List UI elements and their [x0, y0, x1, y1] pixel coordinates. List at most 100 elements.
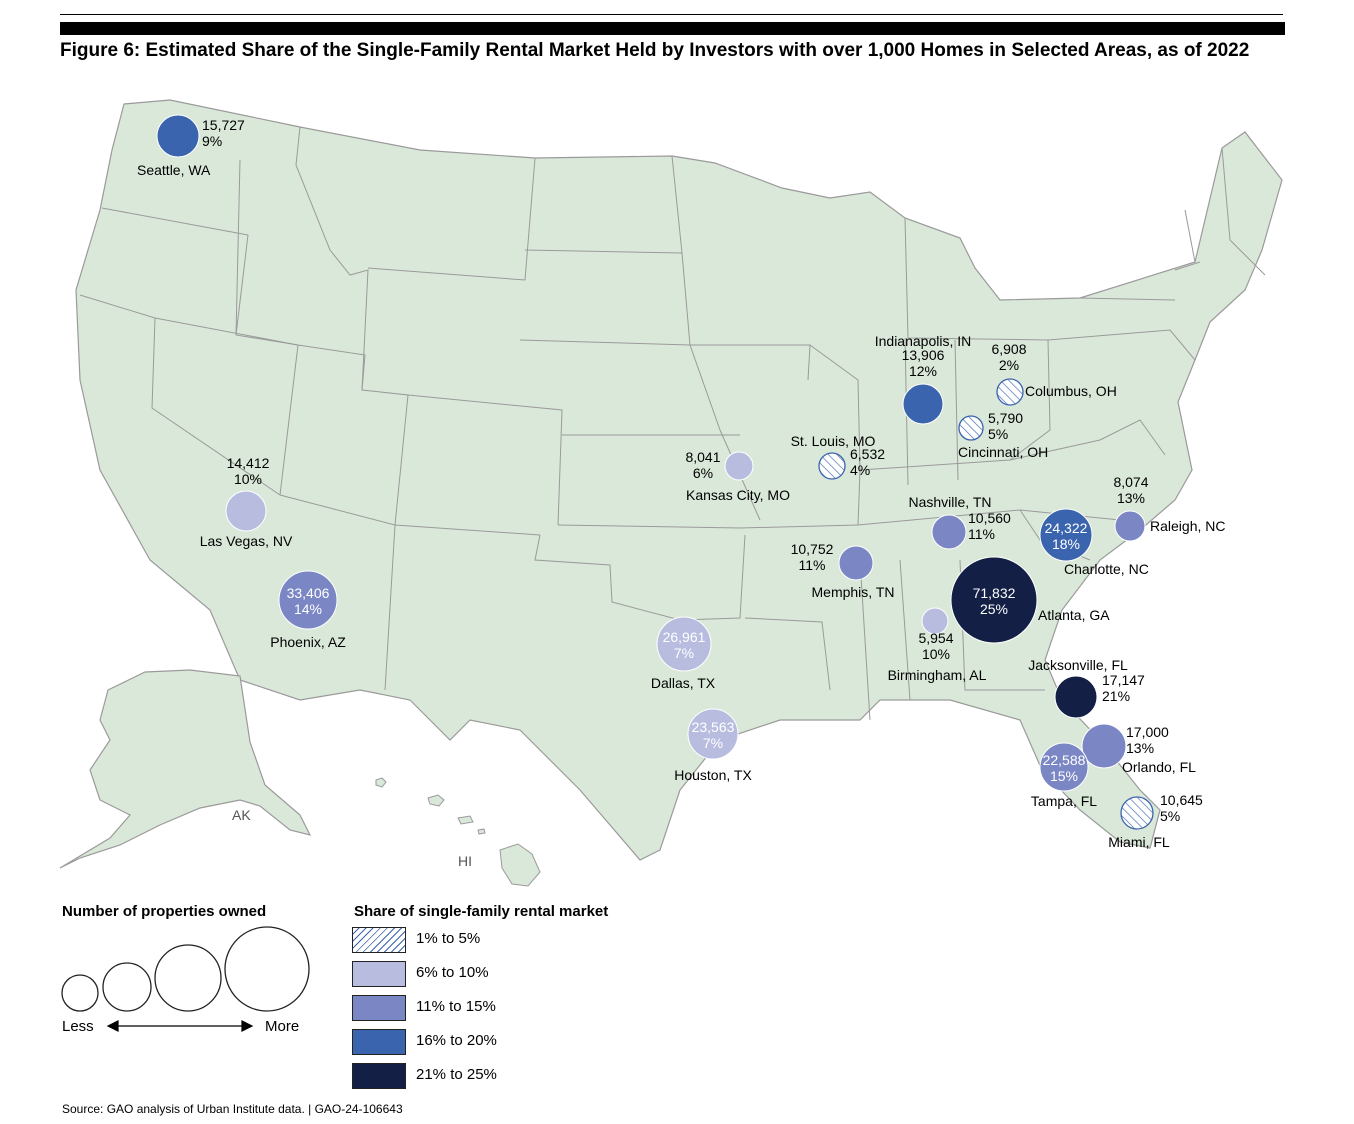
size-legend-arrow: [106, 1020, 254, 1032]
metro-bubble-cincinnati-oh: [958, 415, 984, 441]
metro-name-memphis-tn: Memphis, TN: [812, 584, 895, 600]
metro-bubble-kansas-city-mo: [724, 451, 754, 481]
metro-homes-phoenix-az: 33,406: [287, 585, 330, 601]
share-swatch-1-to-5: [352, 927, 406, 953]
metro-bubble-houston-tx: [687, 708, 739, 760]
metro-homes-memphis-tn: 10,752: [791, 541, 834, 557]
metro-share-memphis-tn: 11%: [799, 557, 826, 573]
share-label-6-to-10: 6% to 10%: [416, 964, 489, 981]
share-label-21-to-25: 21% to 25%: [416, 1066, 497, 1083]
share-swatch-11-to-15: [352, 995, 406, 1021]
size-legend-circle-3: [154, 944, 222, 1012]
top-rule: [60, 14, 1283, 15]
metro-homes-columbus-oh: 6,908: [991, 341, 1026, 357]
metro-share-indianapolis-in: 12%: [909, 363, 937, 379]
metro-name-st-louis-mo: St. Louis, MO: [791, 433, 876, 449]
size-legend-less: Less: [62, 1018, 94, 1035]
metro-homes-tampa-fl: 22,588: [1043, 752, 1086, 768]
metro-homes-jacksonville-fl: 17,147: [1102, 672, 1145, 688]
metro-bubble-dallas-tx: [656, 616, 712, 672]
metro-homes-raleigh-nc: 8,074: [1113, 474, 1148, 490]
size-legend-circle-1: [61, 974, 99, 1012]
metro-share-orlando-fl: 13%: [1126, 740, 1154, 756]
metro-name-indianapolis-in: Indianapolis, IN: [875, 333, 972, 349]
metro-share-columbus-oh: 2%: [999, 357, 1019, 373]
metro-homes-las-vegas-nv: 14,412: [227, 455, 270, 471]
metro-share-seattle-wa: 9%: [202, 133, 222, 149]
size-legend-circle-2: [102, 962, 152, 1012]
metro-homes-charlotte-nc: 24,322: [1045, 520, 1088, 536]
metro-name-las-vegas-nv: Las Vegas, NV: [200, 533, 293, 549]
metro-homes-miami-fl: 10,645: [1160, 792, 1203, 808]
metro-name-tampa-fl: Tampa, FL: [1031, 793, 1097, 809]
metro-homes-cincinnati-oh: 5,790: [988, 410, 1023, 426]
figure-title: Figure 6: Estimated Share of the Single-…: [60, 40, 1250, 61]
metro-bubble-jacksonville-fl: [1054, 675, 1098, 719]
metro-name-cincinnati-oh: Cincinnati, OH: [958, 444, 1048, 460]
metro-name-dallas-tx: Dallas, TX: [651, 675, 716, 691]
metro-name-kansas-city-mo: Kansas City, MO: [686, 487, 790, 503]
metro-share-jacksonville-fl: 21%: [1102, 688, 1130, 704]
share-label-16-to-20: 16% to 20%: [416, 1032, 497, 1049]
metro-share-miami-fl: 5%: [1160, 808, 1180, 824]
metro-bubble-raleigh-nc: [1114, 510, 1146, 542]
size-legend-more: More: [265, 1018, 300, 1035]
hawaii-label: HI: [458, 853, 472, 869]
share-swatch-21-to-25: [352, 1063, 406, 1089]
metro-share-houston-tx: 7%: [703, 735, 723, 751]
metro-name-seattle-wa: Seattle, WA: [137, 162, 211, 178]
metro-share-tampa-fl: 15%: [1050, 768, 1078, 784]
metro-share-raleigh-nc: 13%: [1117, 490, 1145, 506]
metro-share-birmingham-al: 10%: [922, 646, 950, 662]
metro-share-st-louis-mo: 4%: [850, 462, 870, 478]
metro-homes-indianapolis-in: 13,906: [902, 347, 945, 363]
metro-homes-nashville-tn: 10,560: [968, 510, 1011, 526]
metro-name-houston-tx: Houston, TX: [674, 767, 752, 783]
metro-homes-houston-tx: 23,563: [692, 719, 735, 735]
metro-bubble-charlotte-nc: [1039, 508, 1093, 562]
alaska-label: AK: [232, 807, 251, 823]
metro-name-nashville-tn: Nashville, TN: [909, 494, 992, 510]
metro-share-atlanta-ga: 25%: [980, 601, 1008, 617]
metro-name-phoenix-az: Phoenix, AZ: [270, 634, 346, 650]
metro-bubble-columbus-oh: [996, 378, 1024, 406]
metro-bubble-nashville-tn: [931, 514, 967, 550]
hawaii-islands: [375, 777, 541, 887]
metro-name-atlanta-ga: Atlanta, GA: [1038, 607, 1110, 623]
share-label-11-to-15: 11% to 15%: [416, 998, 496, 1015]
share-swatch-16-to-20: [352, 1029, 406, 1055]
size-legend: [61, 926, 310, 1012]
metro-bubble-phoenix-az: [278, 570, 338, 630]
metro-homes-seattle-wa: 15,727: [202, 117, 245, 133]
metro-share-nashville-tn: 11%: [968, 526, 995, 542]
metro-name-jacksonville-fl: Jacksonville, FL: [1028, 657, 1128, 673]
share-legend-title: Share of single-family rental market: [354, 903, 609, 920]
metro-name-charlotte-nc: Charlotte, NC: [1064, 561, 1149, 577]
metro-bubble-memphis-tn: [838, 545, 874, 581]
metro-share-cincinnati-oh: 5%: [988, 426, 1008, 442]
metro-share-las-vegas-nv: 10%: [234, 471, 262, 487]
metro-share-charlotte-nc: 18%: [1052, 536, 1080, 552]
share-label-1-to-5: 1% to 5%: [416, 930, 481, 947]
metro-bubble-miami-fl: [1120, 796, 1154, 830]
